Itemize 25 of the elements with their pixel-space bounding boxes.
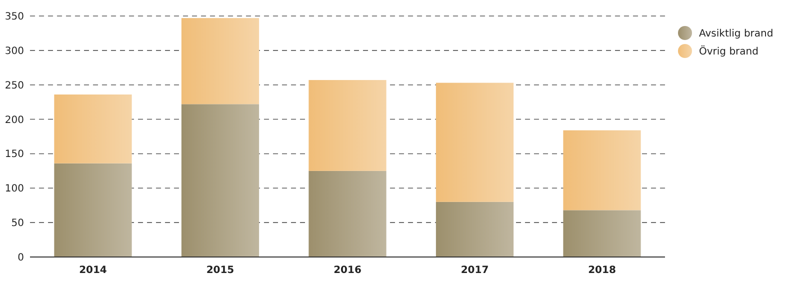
x-tick-label: 2015 — [206, 265, 234, 276]
y-tick-label: 350 — [4, 12, 24, 22]
bar — [563, 210, 641, 257]
x-tick-label: 2017 — [460, 265, 489, 276]
y-tick-label: 300 — [4, 46, 24, 57]
y-tick-label: 200 — [4, 114, 24, 126]
bar — [436, 202, 514, 257]
x-tick-label: 2016 — [334, 265, 362, 276]
bar — [308, 80, 386, 171]
bar — [181, 18, 260, 104]
y-tick-label: 250 — [4, 80, 24, 92]
bar — [181, 104, 260, 257]
bar — [436, 82, 514, 202]
y-tick-label: 50 — [11, 218, 24, 230]
y-tick-label: 150 — [4, 149, 24, 160]
bar — [308, 170, 386, 257]
bar — [54, 94, 132, 164]
bar — [54, 163, 132, 257]
bar — [563, 130, 641, 210]
x-tick-label: 2018 — [588, 265, 616, 276]
x-tick-label: 2014 — [79, 265, 107, 276]
legend-label: Övrig brand — [699, 44, 758, 58]
y-tick-label: 0 — [18, 252, 24, 264]
legend-label: Avsiktlig brand — [699, 28, 774, 40]
y-tick-label: 100 — [4, 184, 24, 195]
